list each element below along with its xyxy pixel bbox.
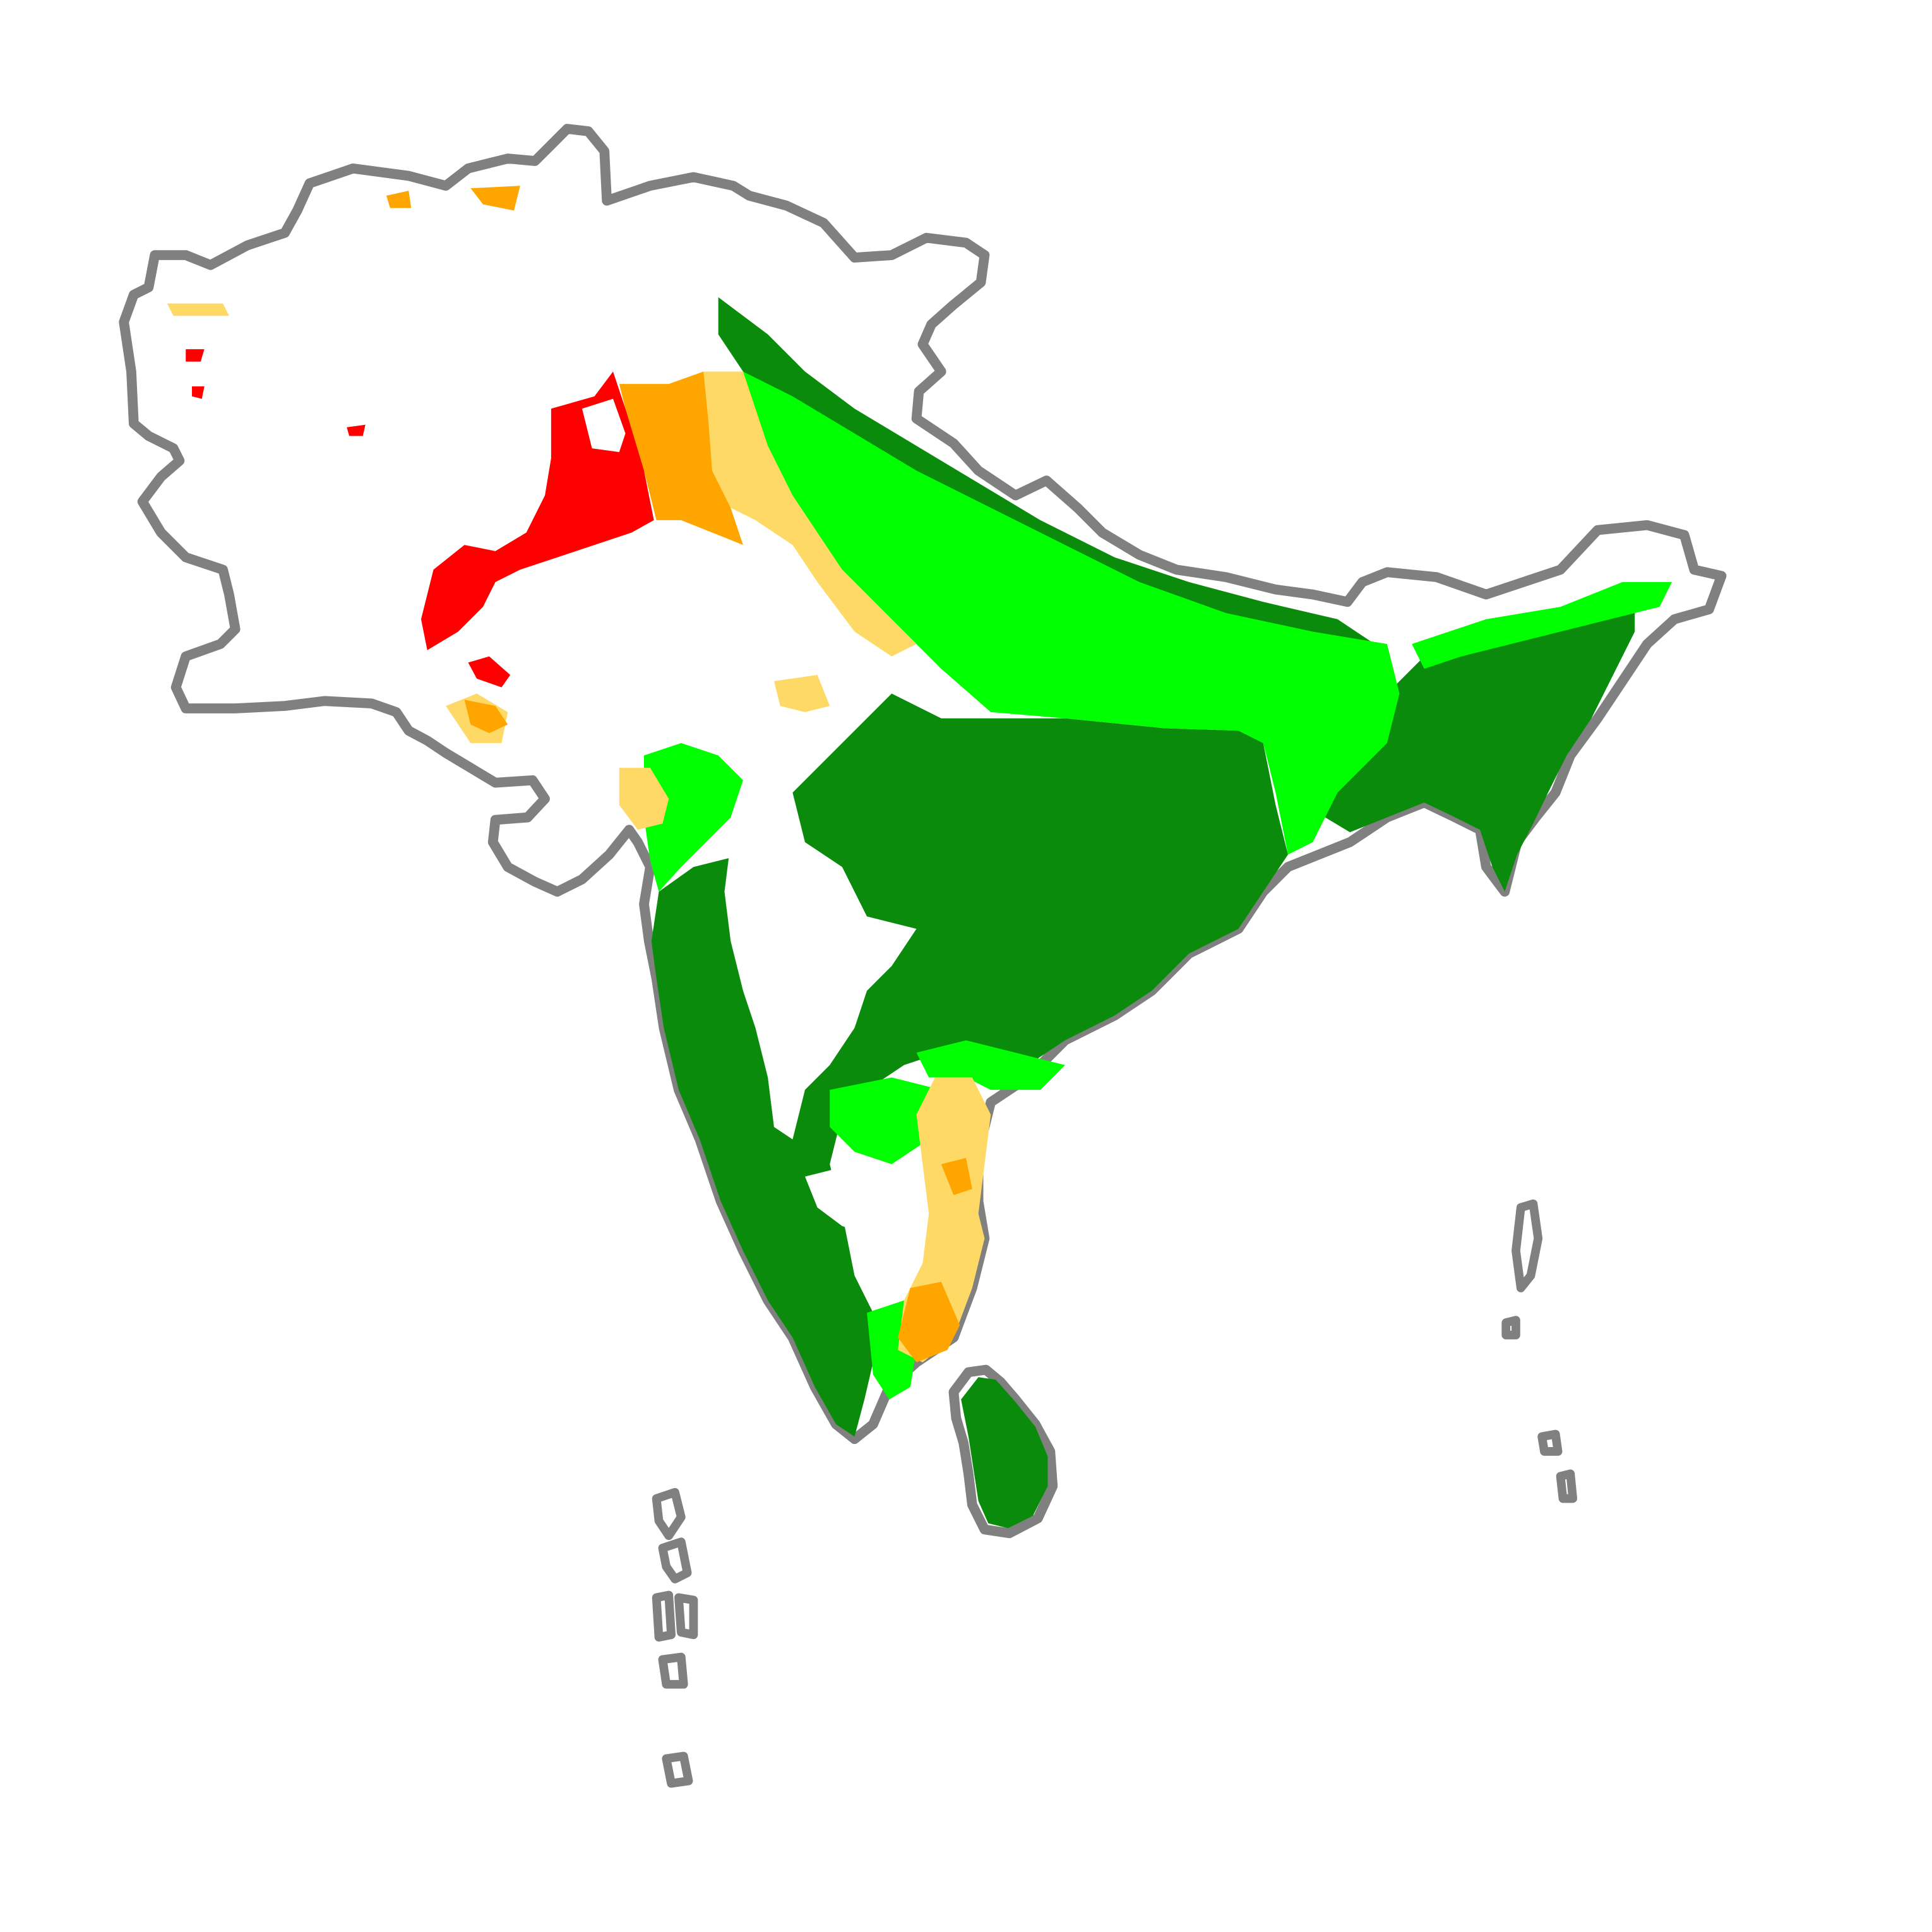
fill-very-high-west-1 [186, 349, 205, 362]
maldives-atoll-6 [662, 1751, 693, 1788]
fill-high-north-1 [386, 191, 412, 208]
fill-low-deccan [830, 1077, 941, 1164]
maldives-atoll-4 [674, 1593, 698, 1640]
fill-high-punjab [619, 371, 743, 546]
fill-high-tamilnadu [898, 1282, 960, 1363]
fill-moderate-west-1 [167, 303, 229, 316]
fill-very-low-himalaya [718, 297, 1375, 657]
maldives-atoll-5 [658, 1652, 688, 1689]
fill-high-sindh [464, 700, 508, 734]
nicobar-1 [1537, 1429, 1563, 1456]
category-fills [167, 186, 1673, 1529]
fill-very-high-west-3 [347, 424, 366, 436]
maldives-atoll-3 [652, 1590, 676, 1642]
fill-high-east-coast [941, 1158, 972, 1195]
fill-very-low-srilanka [961, 1377, 1048, 1529]
andaman-2 [1501, 1316, 1520, 1340]
maldives-atoll-2 [658, 1537, 692, 1583]
fill-low-gujarat [644, 742, 743, 892]
fill-moderate-punjab [703, 371, 917, 657]
islands [652, 1199, 1578, 1788]
gap-thar [581, 398, 626, 452]
fill-very-high-sindh [468, 656, 511, 688]
gap-south [805, 1164, 904, 1239]
fill-low-gangetic [742, 371, 1400, 855]
nicobar-2 [1556, 1469, 1578, 1503]
fill-low-northeast [1412, 581, 1673, 669]
fill-very-low-northeast [1325, 594, 1635, 892]
andaman-1 [1512, 1199, 1543, 1292]
fill-moderate-gujarat [619, 768, 669, 830]
fill-moderate-central [773, 675, 830, 712]
fill-very-high-west-2 [192, 386, 205, 399]
maldives-atoll-1 [652, 1488, 686, 1541]
gap-deccan [724, 755, 917, 1140]
